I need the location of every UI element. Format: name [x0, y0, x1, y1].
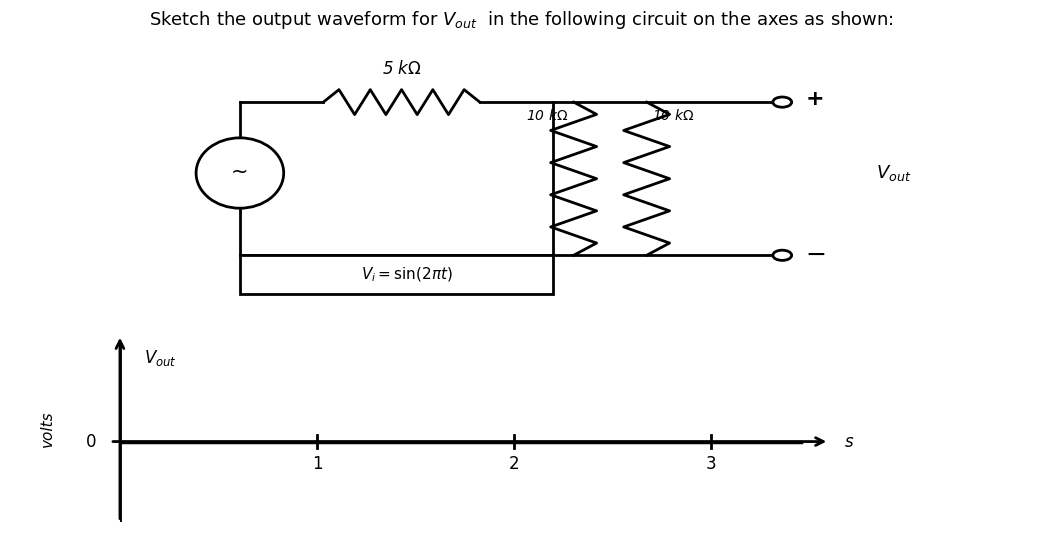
- Text: Sketch the output waveform for $V_{out}$  in the following circuit on the axes a: Sketch the output waveform for $V_{out}$…: [149, 9, 894, 31]
- Text: $V_{out}$: $V_{out}$: [876, 163, 912, 183]
- Text: 0: 0: [86, 433, 96, 451]
- Text: 1: 1: [312, 455, 322, 473]
- Text: 2: 2: [509, 455, 519, 473]
- FancyBboxPatch shape: [240, 255, 553, 294]
- Circle shape: [773, 250, 792, 260]
- Text: −: −: [805, 243, 826, 267]
- Text: $V_{out}$: $V_{out}$: [144, 349, 176, 368]
- Text: 3: 3: [706, 455, 717, 473]
- Text: s: s: [845, 433, 853, 451]
- Text: volts: volts: [40, 410, 54, 446]
- Text: $V_i = \sin(2\pi t)$: $V_i = \sin(2\pi t)$: [361, 265, 453, 284]
- Text: 10 $k\Omega$: 10 $k\Omega$: [652, 108, 694, 123]
- Text: ~: ~: [232, 162, 248, 182]
- Text: 5 $k\Omega$: 5 $k\Omega$: [382, 60, 421, 79]
- Circle shape: [773, 97, 792, 107]
- Text: +: +: [805, 89, 824, 109]
- Ellipse shape: [196, 138, 284, 208]
- Text: 10 $k\Omega$: 10 $k\Omega$: [527, 108, 568, 123]
